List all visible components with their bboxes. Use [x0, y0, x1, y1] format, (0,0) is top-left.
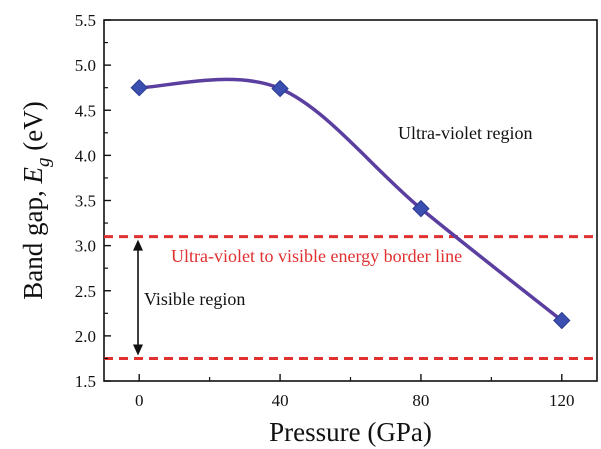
y-tick-label: 3.0 — [75, 237, 96, 256]
series-group — [130, 77, 571, 330]
x-tick-label: 40 — [272, 391, 289, 410]
arrow-head-down-icon — [133, 344, 143, 356]
x-axis-title: Pressure (GPa) — [269, 417, 432, 447]
y-tick-label: 4.5 — [75, 101, 96, 120]
border-line-label: Ultra-violet to visible energy border li… — [171, 246, 462, 266]
data-point-diamond — [412, 199, 430, 218]
y-axis-title-symbol: E — [18, 166, 48, 184]
y-tick-label: 2.0 — [75, 327, 96, 346]
data-point-diamond — [130, 78, 148, 97]
x-tick-label: 0 — [135, 391, 144, 410]
plot-area — [103, 19, 598, 382]
series-line — [139, 77, 563, 322]
y-axis-title: Band gap, Eg (eV) — [18, 101, 54, 299]
arrow-head-up-icon — [133, 239, 143, 251]
data-point-diamond — [271, 79, 289, 98]
y-axis-title-unit: (eV) — [18, 101, 48, 157]
y-tick-label: 5.0 — [75, 56, 96, 75]
ticks-group: 0 40 80 120 1.5 2.0 2.5 3.0 3.5 4.0 4.5 5.0 5.5 — [75, 11, 575, 410]
uv-region-label: Ultra-violet region — [398, 123, 532, 143]
reference-lines — [104, 235, 597, 360]
y-tick-label: 3.5 — [75, 192, 96, 211]
y-tick-label: 2.5 — [75, 282, 96, 301]
y-axis-title-main: Band gap, — [18, 183, 48, 299]
y-tick-label: 5.5 — [75, 11, 96, 30]
visible-region-label: Visible region — [144, 289, 245, 309]
x-tick-label: 120 — [549, 391, 575, 410]
y-tick-label: 1.5 — [75, 372, 96, 391]
x-tick-label: 80 — [412, 391, 429, 410]
data-point-diamond — [553, 311, 571, 330]
annotations: Ultra-violet region Ultra-violet to visi… — [133, 123, 532, 356]
y-tick-label: 4.0 — [75, 146, 96, 165]
y-axis-title-subscript: g — [33, 157, 54, 167]
plot-frame — [103, 19, 598, 382]
